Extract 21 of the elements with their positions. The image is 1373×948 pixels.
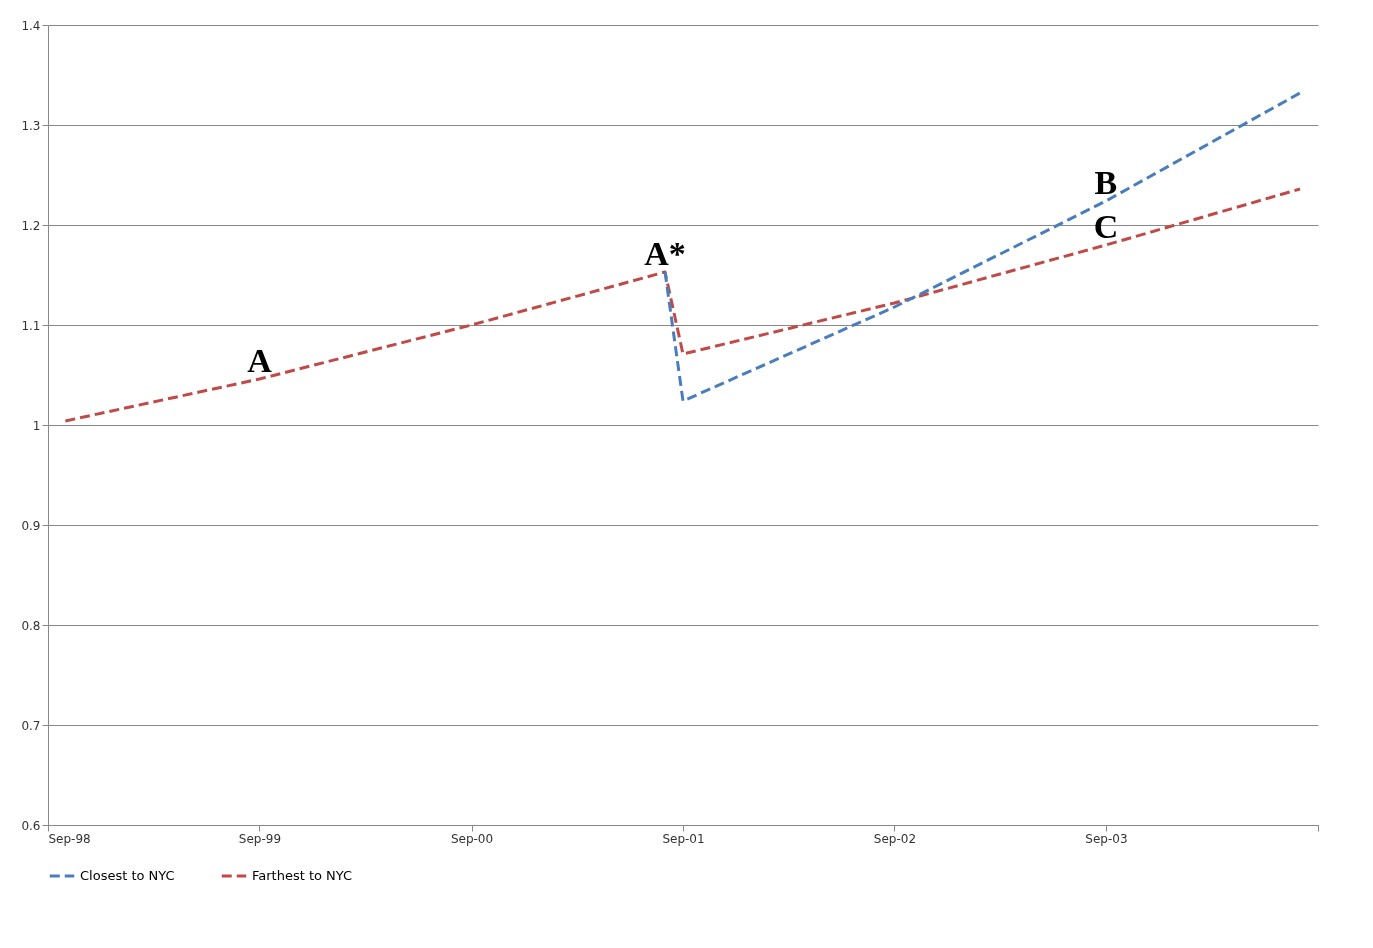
x-tick-label: Sep-03	[1085, 831, 1128, 846]
x-tick-label: Sep-98	[48, 831, 91, 846]
annotation: B	[1094, 164, 1118, 201]
y-tick-label: 0.8	[21, 618, 41, 633]
x-tick-label: Sep-00	[450, 831, 494, 846]
y-tick-label: 1.2	[21, 218, 41, 233]
annotation: A*	[644, 235, 686, 272]
y-tick-label: 1.3	[21, 118, 41, 133]
x-tick-label: Sep-02	[873, 831, 917, 846]
y-tick-label: 0.6	[21, 818, 41, 833]
y-tick-label: 1.4	[21, 18, 41, 33]
annotation: C	[1093, 208, 1119, 245]
y-tick-label: 1.1	[21, 318, 41, 333]
legend-label: Farthest to NYC	[252, 868, 353, 883]
y-tick-label: 0.9	[21, 518, 41, 533]
x-tick-label: Sep-01	[662, 831, 705, 846]
legend-label: Closest to NYC	[80, 868, 175, 883]
annotation: A	[247, 342, 273, 379]
y-tick-label: 1	[32, 418, 41, 433]
x-tick-label: Sep-99	[238, 831, 282, 846]
y-tick-label: 0.7	[21, 718, 41, 733]
